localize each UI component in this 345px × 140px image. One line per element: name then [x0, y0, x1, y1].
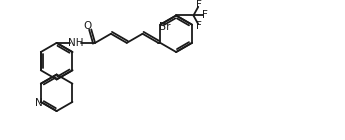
Text: F: F	[196, 21, 202, 31]
Text: F: F	[196, 0, 202, 10]
Text: F: F	[202, 10, 208, 20]
Text: NH: NH	[68, 38, 83, 48]
Text: O: O	[83, 21, 91, 31]
Text: N: N	[35, 98, 43, 108]
Text: Br: Br	[159, 22, 171, 32]
